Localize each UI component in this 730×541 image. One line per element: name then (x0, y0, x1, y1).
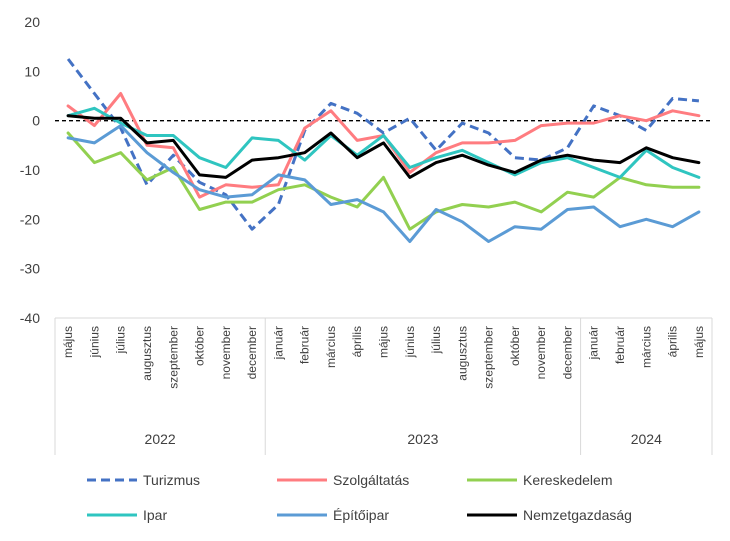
legend-label: Kereskedelem (523, 472, 613, 488)
x-tick-label: december (245, 326, 259, 379)
y-tick-label: -20 (20, 211, 40, 227)
x-tick-label: november (534, 326, 548, 379)
y-tick-label: 20 (24, 14, 40, 30)
series-line-kereskedelem (66, 131, 701, 231)
x-tick-label: november (219, 326, 233, 379)
chart-legend: Turizmus Szolgáltatás Kereskedelem Ipar Épít… (87, 472, 632, 523)
x-tick-label: február (298, 326, 312, 364)
x-tick-label: július (429, 326, 443, 354)
x-tick-label: január (271, 326, 285, 360)
x-tick-label: március (324, 326, 338, 368)
x-tick-label: május (61, 326, 75, 358)
chart-axes: 20 10 0 -10 -20 -30 -40 május június július augusz… (20, 14, 713, 455)
series-line-nemzetgazdaság (66, 114, 701, 179)
x-tick-label: június (87, 326, 101, 358)
series-line-ipar (66, 106, 701, 179)
x-tick-label: szeptember (482, 326, 496, 389)
x-tick-label: augusztus (455, 326, 469, 381)
y-tick-label: 10 (24, 63, 40, 79)
x-tick-label: augusztus (140, 326, 154, 381)
y-tick-label: -30 (20, 261, 40, 277)
year-label: 2022 (145, 431, 176, 447)
year-label: 2023 (407, 431, 438, 447)
x-tick-label: október (193, 326, 207, 366)
series-line-építőipar (66, 124, 701, 243)
legend-label: Nemzetgazdaság (523, 507, 632, 523)
y-tick-label: 0 (32, 113, 40, 129)
x-tick-label: február (613, 326, 627, 364)
x-tick-label: április (350, 326, 364, 357)
x-tick-label: március (639, 326, 653, 368)
x-tick-label: szeptember (166, 326, 180, 389)
x-tick-label: május (377, 326, 391, 358)
x-tick-label: április (666, 326, 680, 357)
chart-series (66, 58, 701, 243)
legend-label: Szolgáltatás (333, 472, 409, 488)
y-tick-label: -40 (20, 310, 40, 326)
legend-label: Ipar (143, 507, 167, 523)
x-tick-label: június (403, 326, 417, 358)
series-line-turizmus (66, 58, 700, 231)
x-tick-label: december (560, 326, 574, 379)
x-tick-label: július (114, 326, 128, 354)
legend-label: Építőipar (333, 507, 389, 523)
year-label: 2024 (631, 431, 662, 447)
x-tick-label: május (692, 326, 706, 358)
legend-label: Turizmus (143, 472, 200, 488)
y-tick-label: -10 (20, 162, 40, 178)
x-tick-label: október (508, 326, 522, 366)
x-tick-label: január (587, 326, 601, 360)
